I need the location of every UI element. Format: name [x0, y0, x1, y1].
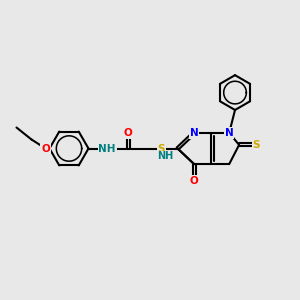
Text: NH: NH — [98, 143, 116, 154]
Text: NH: NH — [157, 151, 173, 161]
Text: O: O — [41, 143, 50, 154]
Text: O: O — [124, 128, 133, 138]
Text: S: S — [253, 140, 260, 150]
Text: NH: NH — [98, 143, 116, 154]
Text: O: O — [124, 128, 133, 138]
Text: S: S — [157, 143, 165, 154]
Text: S: S — [157, 143, 165, 154]
Text: N: N — [225, 128, 234, 138]
Text: NH: NH — [157, 151, 173, 161]
Text: O: O — [41, 143, 50, 154]
Text: O: O — [190, 176, 199, 186]
Text: N: N — [190, 128, 199, 138]
Text: N: N — [225, 128, 234, 138]
Text: S: S — [253, 140, 260, 150]
Text: N: N — [190, 128, 199, 138]
Text: O: O — [190, 176, 199, 186]
